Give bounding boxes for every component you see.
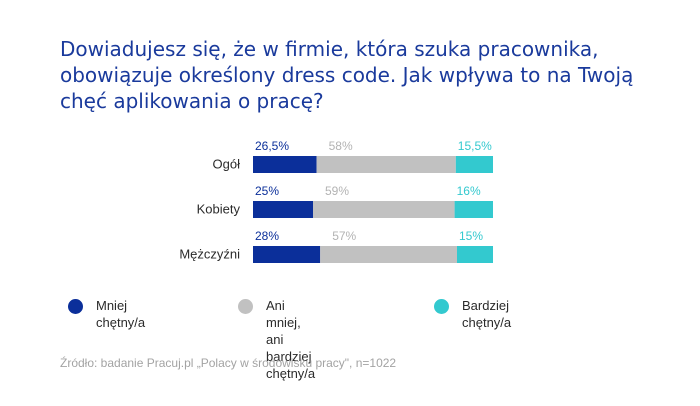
legend-swatch-bardziej	[434, 299, 449, 314]
legend-label-line: chętny/a	[266, 366, 316, 381]
legend-label-bardziej: Bardziej chętny/a	[462, 297, 511, 331]
legend-label-line: Mniej chętny/a	[96, 298, 146, 330]
bar-segment-bardziej	[457, 246, 493, 263]
chart-title: Dowiadujesz się, że w firmie, która szuk…	[60, 36, 660, 114]
category-label: Kobiety	[197, 202, 241, 217]
legend-swatch-mniej	[68, 299, 83, 314]
legend-label-neutral: Ani mniej, ani bardziej chętny/a	[266, 297, 315, 382]
legend-label-line: Bardziej chętny/a	[462, 298, 512, 330]
category-label: Ogół	[213, 157, 241, 172]
data-label-mniej: 28%	[255, 229, 279, 243]
chart-title-line: Dowiadujesz się, że w firmie, która szuk…	[60, 37, 599, 61]
data-label-bardziej: 16%	[457, 184, 481, 198]
source-note: Źródło: badanie Pracuj.pl „Polacy w środ…	[60, 356, 397, 370]
data-label-neutral: 57%	[332, 229, 356, 243]
category-label: Mężczyźni	[179, 247, 240, 262]
data-label-bardziej: 15,5%	[458, 139, 492, 153]
legend-label-mniej: Mniej chętny/a	[96, 297, 145, 331]
data-label-neutral: 58%	[329, 139, 353, 153]
bar-segment-mniej	[253, 156, 317, 173]
bar-segment-mniej	[253, 246, 321, 263]
bar-segment-neutral	[316, 156, 456, 173]
data-label-mniej: 26,5%	[255, 139, 289, 153]
legend-label-line: Ani mniej, ani bardziej	[266, 298, 312, 364]
bar-segment-bardziej	[455, 156, 493, 173]
bar-segment-bardziej	[454, 201, 493, 218]
bar-segment-mniej	[253, 201, 313, 218]
data-label-mniej: 25%	[255, 184, 279, 198]
bar-segment-neutral	[320, 246, 457, 263]
chart-title-line: chęć aplikowania o pracę?	[60, 89, 324, 113]
legend: Mniej chętny/a Ani mniej, ani bardziej c…	[60, 296, 680, 381]
legend-swatch-neutral	[238, 299, 253, 314]
bar-segment-neutral	[313, 201, 455, 218]
data-label-neutral: 59%	[325, 184, 349, 198]
chart-title-line: obowiązuje określony dress code. Jak wpł…	[60, 63, 634, 87]
data-label-bardziej: 15%	[459, 229, 483, 243]
